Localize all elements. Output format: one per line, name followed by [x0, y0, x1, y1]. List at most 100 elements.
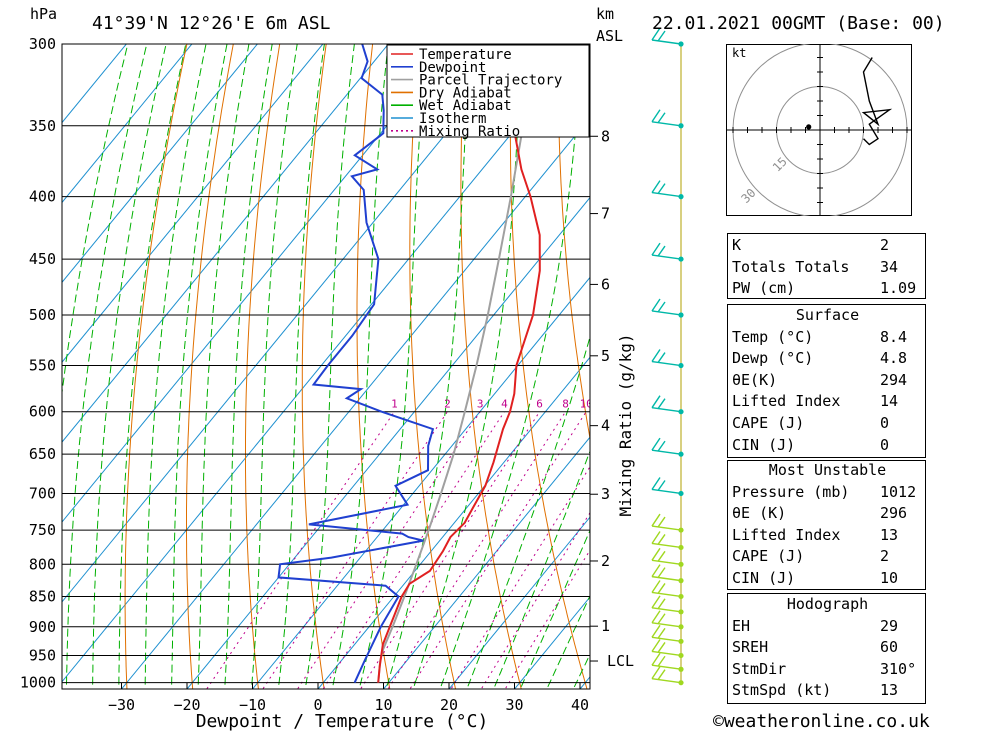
index-label: PW (cm): [732, 279, 796, 298]
most-unstable-title: Most Unstable: [768, 461, 887, 479]
wind-barb: [651, 349, 684, 369]
wind-barb: [651, 652, 684, 672]
surface-row: CIN (J) 0: [728, 435, 927, 457]
hodograph-index-row: SREH 60: [728, 637, 927, 659]
wind-barb: [651, 109, 684, 129]
surface-row: Dewp (°C) 4.8: [728, 348, 927, 370]
wind-barb: [651, 639, 684, 659]
wet-adiabat-line: [412, 44, 524, 689]
surface-row: Lifted Index 14: [728, 391, 927, 413]
x-tick-label: −30: [108, 696, 135, 714]
wet-adiabat-line: [65, 44, 148, 689]
isotherm-line: [62, 44, 259, 284]
most-unstable-label: CAPE (J): [732, 547, 805, 566]
km-tick-label: 6: [601, 275, 610, 293]
surface-value: 8.4: [880, 327, 908, 346]
most-unstable-row: Lifted Index 13: [728, 525, 927, 547]
storm-motion-marker: [806, 124, 812, 130]
legend-label: Dewpoint: [419, 60, 486, 76]
wet-adiabat-line: [331, 44, 389, 689]
legend-label: Parcel Trajectory: [419, 73, 562, 89]
most-unstable-box: [727, 460, 926, 590]
wet-adiabat-line: [358, 44, 428, 689]
isotherm-line: [62, 44, 128, 124]
index-label: Totals Totals: [732, 257, 850, 276]
dry-adiabat-line: [409, 44, 457, 689]
wet-adiabat-line: [493, 450, 590, 689]
surface-value: 294: [880, 370, 908, 389]
wind-barb: [651, 477, 684, 497]
mixing-ratio-line: [322, 411, 505, 689]
x-tick-label: 40: [571, 696, 589, 714]
surface-label: Lifted Index: [732, 392, 841, 411]
wind-barb: [651, 437, 684, 457]
location-title: 41°39'N 12°26'E 6m ASL: [92, 13, 331, 34]
wet-adiabat-line: [92, 44, 167, 689]
hodograph-indices-table: Hodograph EH 29 SREH 60 StmDir 310° StmSpd (kt…: [728, 594, 927, 702]
hodograph: kt 153045: [726, 44, 912, 216]
mixing-ratio-label: 4: [501, 398, 508, 411]
most-unstable-value: 296: [880, 504, 908, 523]
mixing-ratio-line: [206, 411, 395, 689]
wind-barb: [651, 666, 684, 686]
mixing-ratio-line: [409, 411, 587, 689]
surface-title: Surface: [795, 306, 860, 324]
most-unstable-label: CIN (J): [732, 568, 796, 587]
wet-adiabat-line: [519, 529, 590, 689]
indices-box: [727, 233, 926, 299]
km-tick-label: 4: [601, 417, 610, 435]
wet-adiabat-line: [546, 594, 590, 689]
parcel-trajectory-line: [377, 44, 537, 683]
pressure-tick-label: 500: [29, 306, 56, 324]
km-tick-label: 5: [601, 347, 610, 365]
surface-label: CIN (J): [732, 435, 796, 454]
index-row: Totals Totals 34: [728, 257, 927, 279]
legend-label: Isotherm: [419, 111, 486, 127]
hodograph-index-label: StmSpd (kt): [732, 681, 832, 700]
wind-barb: [651, 547, 684, 567]
mixing-ratio-label: 10: [580, 398, 593, 411]
x-tick-label: 30: [505, 696, 523, 714]
most-unstable-row: CIN (J) 10: [728, 568, 927, 590]
km-tick-label: 8: [601, 127, 610, 145]
hodograph-trace: [861, 57, 893, 146]
index-value: 1.09: [880, 279, 917, 298]
hodograph-unit: kt: [732, 46, 746, 60]
surface-row: Temp (°C) 8.4: [728, 327, 927, 349]
wet-adiabat-line: [197, 44, 250, 689]
mixing-ratio-label: 8: [562, 398, 569, 411]
dry-adiabat-line: [923, 7, 1000, 708]
index-value: 34: [880, 257, 899, 276]
copyright: ©weatheronline.co.uk: [713, 711, 930, 732]
wind-barb: [651, 564, 684, 584]
plot-frame: [61, 43, 591, 690]
index-value: 2: [880, 236, 890, 254]
pressure-tick-label: 700: [29, 484, 56, 502]
dry-adiabat-line: [301, 44, 327, 689]
km-tick-label: 2: [601, 552, 610, 570]
pressure-tick-label: 300: [29, 35, 56, 53]
pressure-tick-label: 400: [29, 188, 56, 206]
isotherm-line: [186, 196, 590, 689]
x-tick-label: −10: [239, 696, 266, 714]
km-tick-label: 3: [601, 485, 610, 503]
km-label: km: [596, 5, 614, 23]
pressure-tick-label: 600: [29, 403, 56, 421]
x-axis-label: Dewpoint / Temperature (°C): [196, 711, 489, 732]
wind-barb: [651, 27, 684, 47]
hodograph-index-value: 29: [880, 616, 899, 635]
isotherm-line: [62, 44, 324, 363]
datetime-title: 22.01.2021 00GMT (Base: 00): [652, 13, 945, 34]
wet-adiabat-line: [224, 44, 273, 689]
wind-barb: [651, 395, 684, 415]
pressure-tick-label: 850: [29, 587, 56, 605]
surface-value: 0: [880, 435, 890, 454]
dry-adiabat-line: [245, 44, 281, 689]
isotherm-line: [448, 516, 590, 689]
wind-barb: [651, 580, 684, 600]
most-unstable-value: 13: [880, 525, 899, 544]
surface-box: [727, 304, 926, 458]
wind-barb: [651, 242, 684, 262]
dry-adiabat-line: [186, 44, 234, 689]
